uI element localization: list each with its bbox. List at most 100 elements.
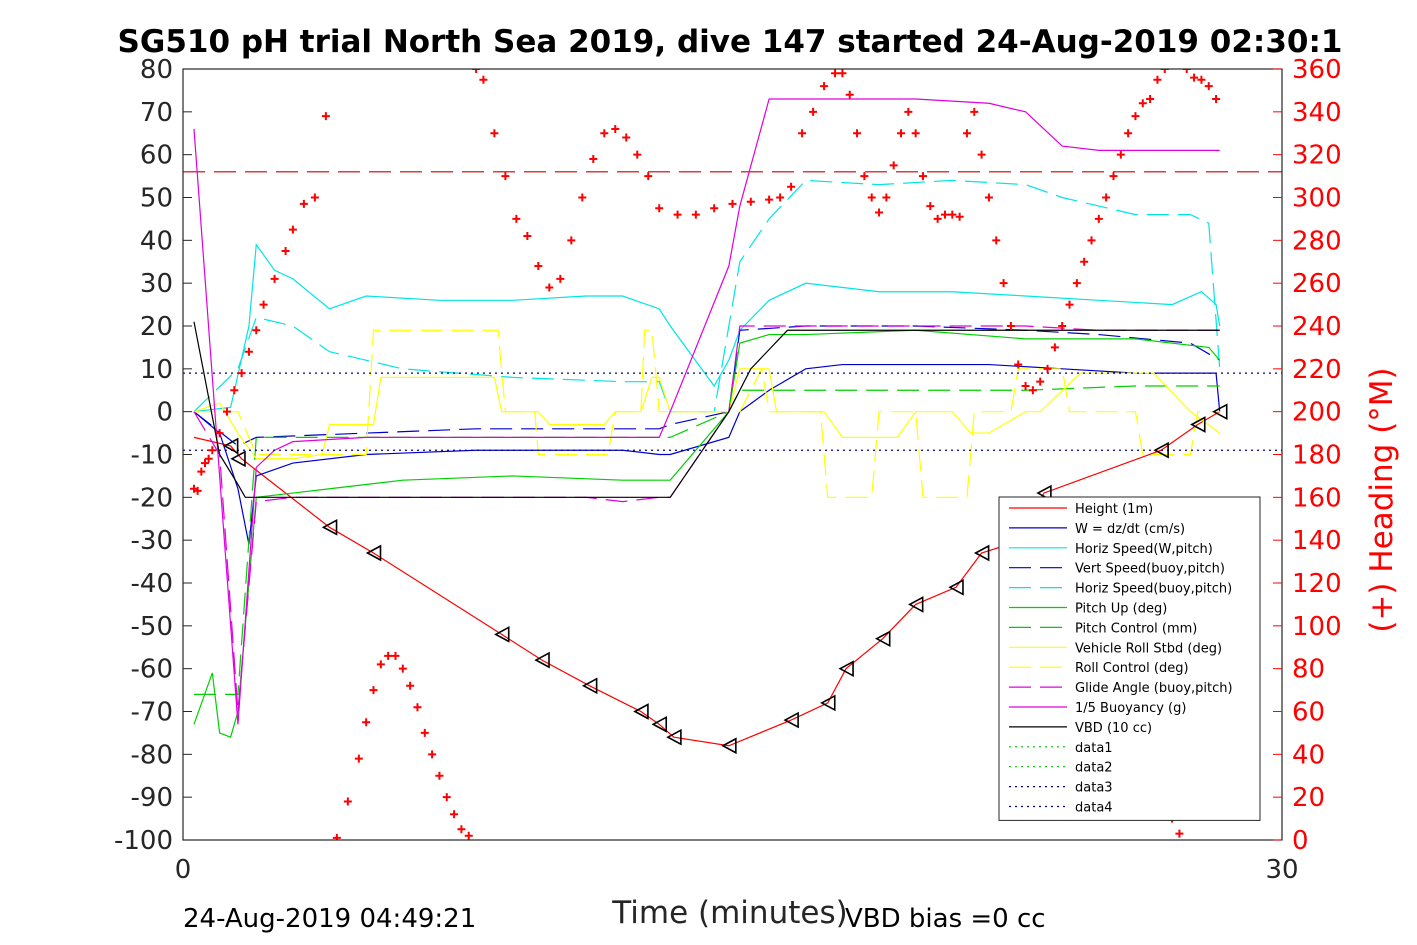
- footer-timestamp: 24-Aug-2019 04:49:21: [183, 904, 476, 934]
- height-marker: [907, 596, 924, 613]
- heading-point: [1160, 69, 1169, 73]
- heading-point: [644, 172, 653, 181]
- x-axis-label: Time (minutes): [611, 895, 847, 931]
- heading-point: [376, 660, 385, 669]
- heading-point: [611, 124, 620, 133]
- heading-point: [237, 369, 246, 378]
- series-line-2: [193, 242, 1221, 413]
- heading-point: [911, 129, 920, 138]
- heading-point: [215, 429, 224, 438]
- legend-label: 1/5 Buoyancy (g): [1075, 701, 1186, 716]
- heading-point: [897, 129, 906, 138]
- heading-point: [787, 182, 796, 191]
- right-tick-label: 80: [1292, 655, 1325, 685]
- legend-label: Vehicle Roll Stbd (deg): [1075, 641, 1222, 656]
- heading-point: [926, 202, 935, 211]
- heading-point: [556, 274, 565, 283]
- heading-point: [673, 210, 682, 219]
- heading-point: [244, 347, 253, 356]
- legend-label: Vert Speed(buoy,pitch): [1075, 562, 1225, 577]
- heading-point: [512, 214, 521, 223]
- heading-point: [933, 214, 942, 223]
- right-tick-label: 240: [1292, 312, 1342, 342]
- series-line-6: [193, 385, 1220, 695]
- heading-point: [1124, 129, 1133, 138]
- right-tick-label: 320: [1292, 141, 1342, 171]
- height-marker: [721, 737, 737, 755]
- heading-point: [600, 129, 609, 138]
- heading-point: [200, 459, 209, 468]
- heading-point: [362, 718, 371, 727]
- heading-point: [545, 283, 554, 292]
- heading-point: [860, 172, 869, 181]
- heading-point: [1146, 94, 1155, 103]
- left-tick-label: 70: [140, 98, 173, 128]
- heading-point: [420, 728, 429, 737]
- legend-label: data1: [1075, 741, 1113, 756]
- heading-point: [710, 204, 719, 213]
- legend-label: W = dz/dt (cm/s): [1075, 522, 1185, 537]
- left-tick-label: -20: [131, 483, 173, 513]
- heading-point: [809, 107, 818, 116]
- heading-point: [1006, 322, 1015, 330]
- chart-title: SG510 pH trial North Sea 2019, dive 147 …: [118, 24, 1343, 60]
- heading-point: [1050, 343, 1059, 352]
- heading-point: [1116, 150, 1125, 159]
- heading-point: [369, 686, 378, 695]
- heading-point: [853, 129, 862, 138]
- heading-point: [845, 90, 854, 99]
- heading-point: [534, 262, 543, 271]
- height-marker: [666, 728, 682, 746]
- heading-point: [281, 247, 290, 256]
- left-tick-label: 10: [140, 355, 173, 385]
- heading-point: [384, 651, 393, 660]
- heading-point: [776, 193, 785, 202]
- heading-point: [457, 825, 466, 834]
- height-marker: [948, 578, 964, 596]
- heading-point: [955, 212, 964, 221]
- heading-point: [208, 446, 217, 455]
- left-tick-label: -90: [131, 783, 173, 813]
- legend-box: [998, 496, 1261, 821]
- right-tick-label: 0: [1292, 826, 1309, 856]
- right-tick-label: 60: [1292, 698, 1325, 728]
- right-tick-label: 280: [1292, 226, 1342, 256]
- heading-point: [442, 793, 451, 802]
- heading-point: [1153, 75, 1162, 84]
- right-tick-label: 120: [1292, 569, 1342, 599]
- legend-label: VBD (10 cc): [1075, 721, 1152, 736]
- height-marker: [534, 651, 550, 669]
- heading-point: [288, 225, 297, 234]
- left-tick-label: -80: [131, 740, 173, 770]
- legend-label: data4: [1075, 801, 1113, 816]
- left-tick-label: -70: [131, 698, 173, 728]
- height-marker: [365, 544, 382, 562]
- heading-point: [490, 129, 499, 138]
- left-tick-label: -30: [131, 526, 173, 556]
- legend-label: Pitch Up (deg): [1075, 602, 1167, 617]
- left-tick-label: -40: [131, 569, 173, 599]
- heading-point: [398, 664, 407, 673]
- height-marker: [581, 677, 598, 695]
- right-tick-label: 260: [1292, 269, 1342, 299]
- height-marker: [651, 716, 668, 733]
- heading-point: [1182, 69, 1191, 73]
- heading-point: [1072, 279, 1081, 288]
- heading-point: [728, 199, 737, 208]
- series-line-9: [193, 325, 1220, 712]
- heading-point: [1138, 99, 1147, 108]
- right-tick-label: 300: [1292, 184, 1342, 214]
- heading-point: [977, 150, 986, 159]
- heading-point: [578, 193, 587, 202]
- left-tick-label: 80: [140, 55, 173, 85]
- heading-point: [567, 236, 576, 245]
- right-tick-label: 40: [1292, 740, 1325, 770]
- left-tick-label: -10: [131, 441, 173, 471]
- heading-point: [1065, 300, 1074, 309]
- heading-point: [1175, 829, 1184, 838]
- left-tick-label: -50: [131, 612, 173, 642]
- heading-point: [472, 69, 481, 73]
- heading-point: [1021, 381, 1030, 390]
- height-marker: [838, 660, 854, 678]
